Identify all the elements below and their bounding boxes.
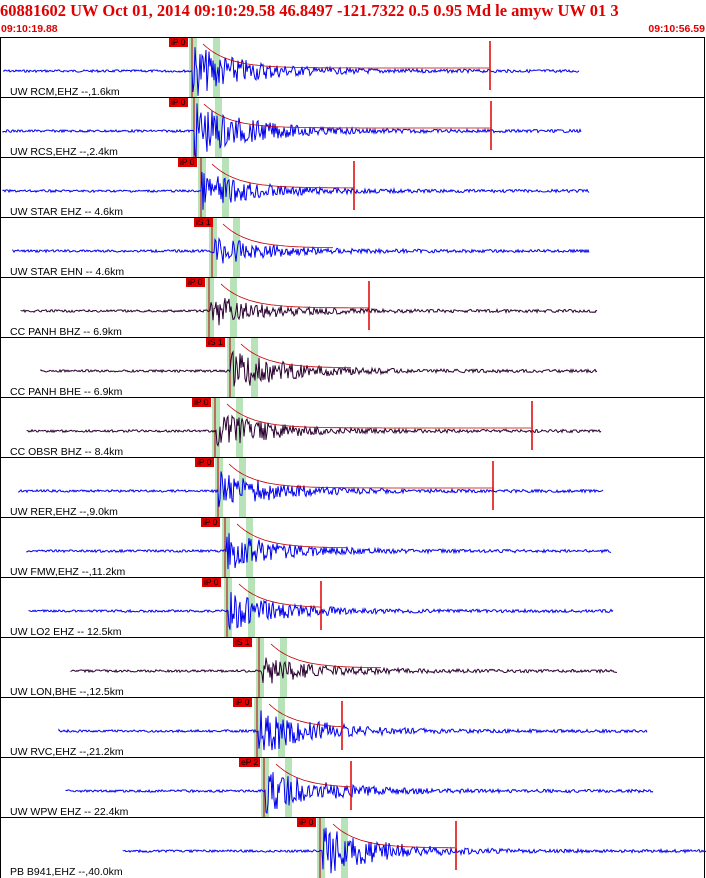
waveform-trace — [26, 518, 612, 578]
channel-label: UW RVC,EHZ --,21.2km — [10, 746, 124, 758]
channel-panel[interactable]: iP 0 UW FMW,EHZ --,11.2km — [0, 517, 705, 578]
channel-label: PB B941,EHZ --,40.0km — [10, 866, 123, 878]
channel-panel[interactable]: iP 0 UW RVC,EHZ --,21.2km — [0, 697, 705, 758]
channel-label: UW RCM,EHZ --,1.6km — [10, 86, 120, 98]
waveform-trace — [2, 158, 590, 218]
phase-pick-marker[interactable]: iP 0 — [169, 37, 188, 47]
channel-panel[interactable]: iP 0 PB B941,EHZ --,40.0km — [0, 817, 706, 878]
channel-label: UW RER,EHZ --,9.0km — [10, 506, 118, 518]
phase-pick-marker[interactable]: iS 1 — [233, 637, 252, 647]
waveform-trace — [26, 398, 602, 458]
phase-pick-marker[interactable]: iP 0 — [186, 277, 205, 287]
waveform-trace — [28, 578, 614, 638]
waveform-trace — [65, 758, 654, 818]
phase-pick-marker[interactable]: iP 0 — [169, 97, 188, 107]
channel-label: CC OBSR BHZ -- 8.4km — [10, 446, 124, 458]
channel-panel[interactable]: eP 2 UW WPW EHZ -- 22.4km — [0, 757, 705, 818]
channel-label: UW LO2 EHZ -- 12.5km — [10, 626, 122, 638]
waveform-trace — [58, 698, 648, 758]
channel-panel[interactable]: iP 0 UW RCM,EHZ --,1.6km — [0, 37, 705, 98]
phase-pick-marker[interactable]: iP 0 — [202, 577, 221, 587]
channel-label: UW STAR EHZ -- 4.6km — [10, 206, 123, 218]
waveform-trace — [40, 338, 598, 398]
channel-panel[interactable]: iS 1 UW STAR EHN -- 4.6km — [0, 217, 705, 278]
channel-panel[interactable]: iP 0 CC PANH BHZ -- 6.9km — [0, 277, 705, 338]
waveform-trace — [2, 98, 582, 158]
waveform-trace — [20, 278, 598, 338]
phase-pick-marker[interactable]: iP 0 — [201, 517, 220, 527]
channel-label: UW LON,BHE --,12.5km — [10, 686, 124, 698]
phase-pick-marker[interactable]: eP 2 — [239, 757, 261, 767]
start-time: 09:10:19.88 — [1, 23, 58, 35]
waveform-trace — [12, 218, 590, 278]
phase-pick-marker[interactable]: iP 0 — [192, 397, 211, 407]
end-time: 09:10:56.59 — [648, 23, 705, 35]
channel-panel[interactable]: iP 0 UW RCS,EHZ --,2.4km — [0, 97, 705, 158]
event-title: 60881602 UW Oct 01, 2014 09:10:29.58 46.… — [0, 1, 619, 20]
channel-panel[interactable]: iP 0 CC OBSR BHZ -- 8.4km — [0, 397, 705, 458]
waveform-trace — [122, 818, 706, 878]
waveform-trace — [18, 458, 604, 518]
channel-panel[interactable]: iP 0 UW RER,EHZ --,9.0km — [0, 457, 705, 518]
channel-panel[interactable]: iS 1 CC PANH BHE -- 6.9km — [0, 337, 705, 398]
waveform-trace — [2, 38, 580, 98]
channel-label: UW RCS,EHZ --,2.4km — [10, 146, 118, 158]
phase-pick-marker[interactable]: iP 0 — [297, 817, 316, 827]
channel-panel[interactable]: iP 0 UW STAR EHZ -- 4.6km — [0, 157, 705, 218]
channel-panel[interactable]: iS 1 UW LON,BHE --,12.5km — [0, 637, 705, 698]
phase-pick-marker[interactable]: iP 0 — [178, 157, 197, 167]
channel-label: UW FMW,EHZ --,11.2km — [10, 566, 126, 578]
phase-pick-marker[interactable]: iS 1 — [194, 217, 213, 227]
phase-pick-marker[interactable]: iP 0 — [233, 697, 252, 707]
phase-pick-marker[interactable]: iS 1 — [206, 337, 225, 347]
channel-panel[interactable]: iP 0 UW LO2 EHZ -- 12.5km — [0, 577, 705, 638]
channel-label: UW STAR EHN -- 4.6km — [10, 266, 125, 278]
channel-label: CC PANH BHZ -- 6.9km — [10, 326, 122, 338]
channel-label: UW WPW EHZ -- 22.4km — [10, 806, 129, 818]
waveform-trace — [70, 638, 617, 698]
channel-label: CC PANH BHE -- 6.9km — [10, 386, 123, 398]
phase-pick-marker[interactable]: iP 0 — [195, 457, 214, 467]
